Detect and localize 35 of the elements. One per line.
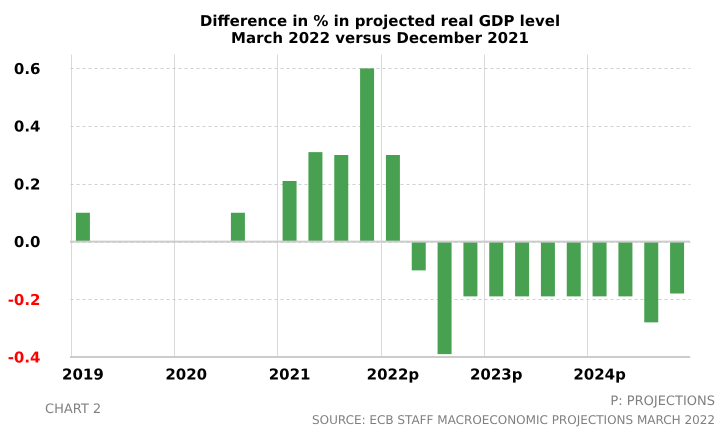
bar [592, 242, 607, 296]
bar [334, 155, 348, 242]
y-tick-label: -0.2 [8, 290, 40, 309]
bar [76, 212, 90, 242]
bar [540, 242, 555, 296]
bar [282, 180, 297, 242]
bar [386, 155, 400, 242]
text: March 2022 versus December 2021 [231, 29, 529, 47]
bar [230, 212, 245, 242]
x-tick-label: 2020 [165, 366, 208, 384]
bar [489, 242, 504, 296]
x-tick-label: 2019 [62, 366, 104, 384]
text: P: PROJECTIONS [610, 394, 715, 409]
bar [412, 242, 426, 270]
bar [566, 242, 581, 296]
y-tick-label: -0.4 [8, 348, 40, 366]
bar [515, 242, 530, 296]
y-tick-label: 0.2 [14, 175, 40, 194]
x-tick-label: 2023p [470, 366, 523, 384]
y-tick-label: 0.4 [14, 118, 40, 136]
bar [670, 242, 684, 294]
source-note: SOURCE: ECB STAFF MACROECONOMIC PROJECTIONS MARCH 2022 [312, 413, 715, 427]
y-tick-label: 0.0 [14, 233, 40, 252]
x-tick-label: 2022p [366, 366, 420, 384]
bar [644, 242, 658, 322]
x-tick-label: 2021 [268, 366, 310, 384]
x-tick-label: 2024p [573, 366, 626, 384]
caption: CHART 2 [45, 402, 102, 417]
bar [308, 152, 322, 242]
y-tick-label: 0.6 [14, 60, 40, 78]
bar [618, 242, 632, 296]
bar [360, 68, 374, 242]
bar [438, 242, 452, 354]
bar [463, 242, 478, 296]
text: Difference in % in projected real GDP level [200, 12, 560, 30]
